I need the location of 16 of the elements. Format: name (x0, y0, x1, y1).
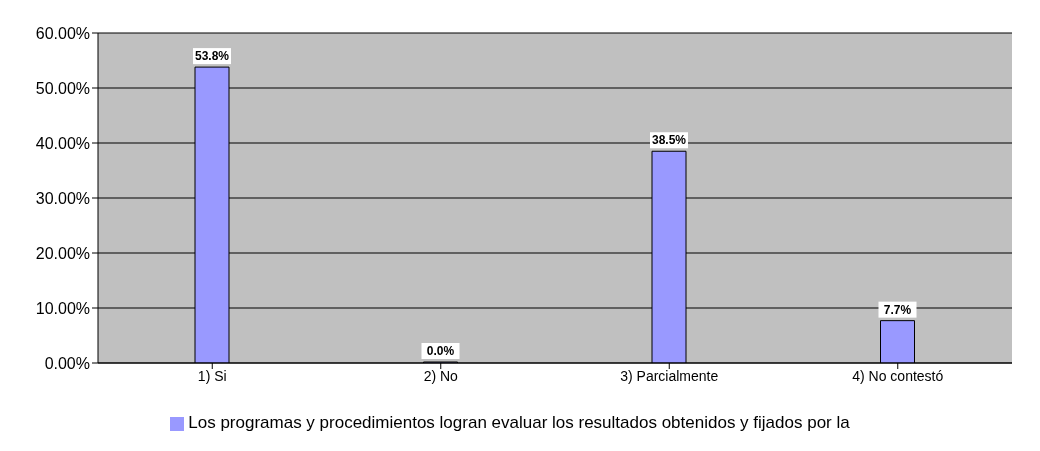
x-tick-label: 3) Parcialmente (620, 367, 719, 384)
x-tick-label: 4) No contestó (852, 367, 944, 384)
legend-label: Los programas y procedimientos logran evaluar los resultados obtenidos y fijados por la (188, 413, 850, 432)
data-label: 0.0% (426, 344, 455, 358)
x-tick-label: 1) Si (197, 367, 227, 384)
data-label: 7.7% (883, 302, 912, 317)
data-label: 53.8% (194, 49, 230, 64)
y-tick-label: 0.00% (44, 354, 90, 372)
y-tick-label: 20.00% (35, 244, 90, 262)
data-label: 38.5% (651, 133, 687, 148)
y-tick-label: 50.00% (35, 79, 90, 97)
x-tick-label: 2) No (423, 367, 459, 384)
y-tick-label: 30.00% (35, 189, 90, 207)
y-tick-label: 10.00% (35, 299, 90, 317)
y-tick-label: 60.00% (35, 24, 90, 42)
y-tick-label: 40.00% (35, 134, 90, 152)
